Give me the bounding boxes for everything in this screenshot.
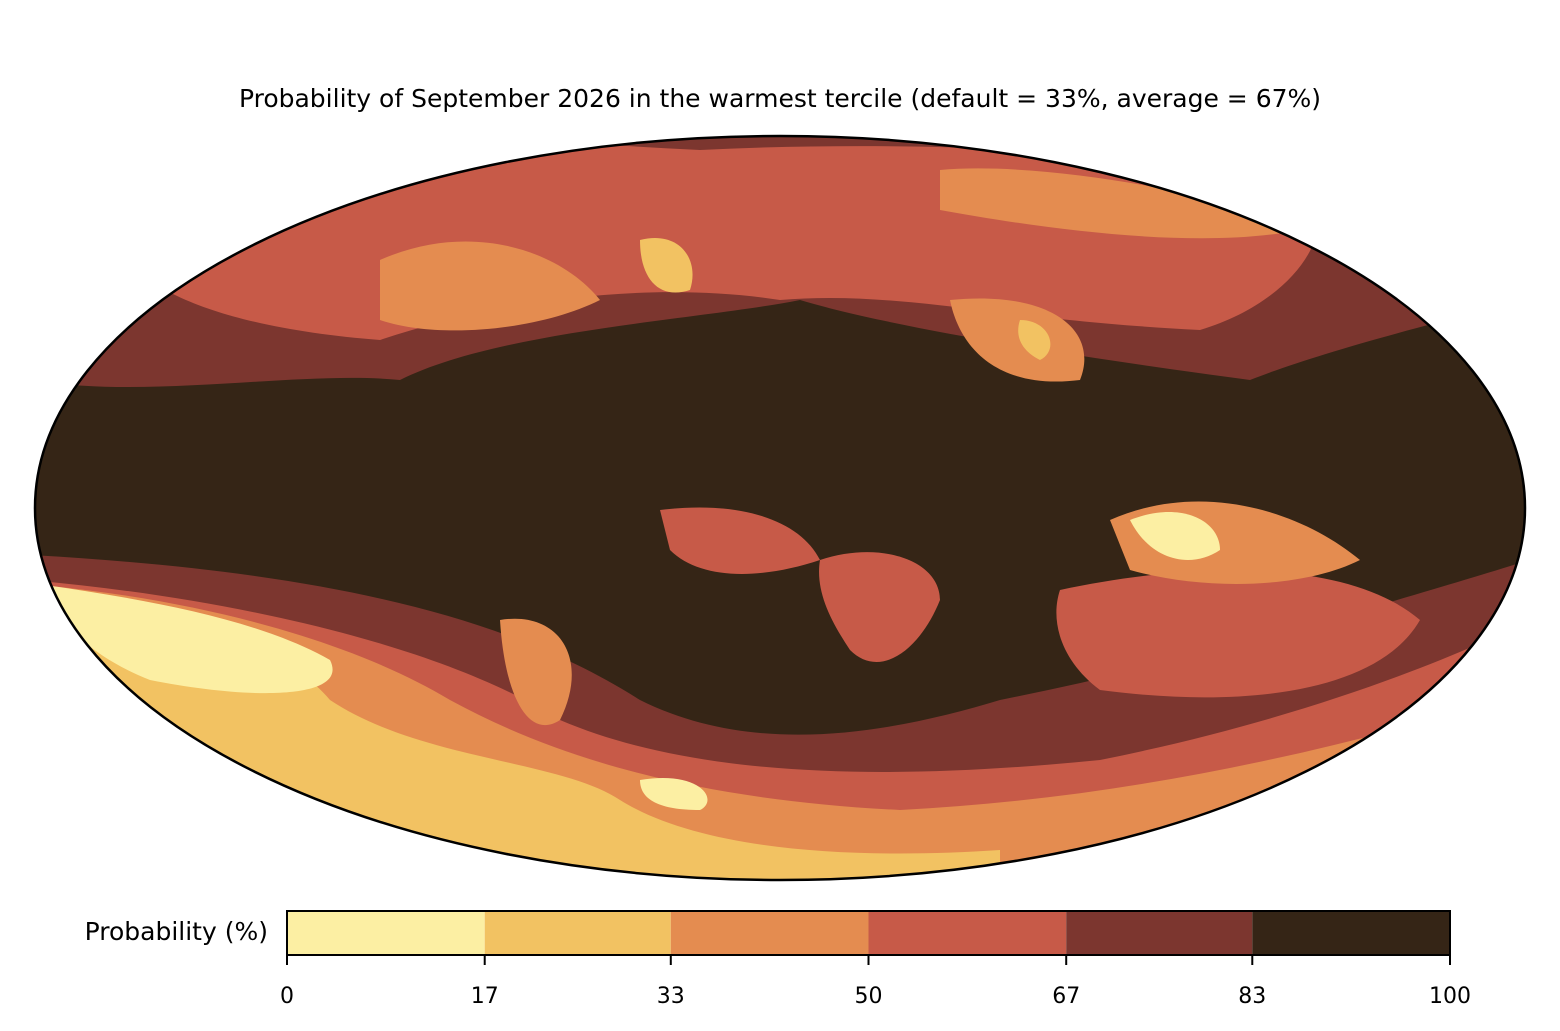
map-region [1130,511,1220,560]
tick-label: 17 [471,984,499,1009]
tick-label: 50 [855,984,883,1009]
tick-label: 67 [1052,984,1080,1009]
colorbar: 0 17 33 50 67 83 100 [280,910,1471,1009]
tick-label: 83 [1238,984,1266,1009]
colorbar-segment [1252,911,1450,955]
map-region [380,168,1300,382]
colorbar-segment [868,911,1067,955]
map-region [660,507,1420,698]
colorbar-segment [287,911,485,955]
tick-label: 33 [657,984,685,1009]
map-region [640,238,1051,360]
tick-label: 0 [280,984,294,1009]
tick-label: 100 [1429,984,1471,1009]
colorbar-segment [670,911,869,955]
colorbar-segment [1066,911,1253,955]
map-region [45,585,708,810]
colorbar-segment [484,911,671,955]
chart-title: Probability of September 2026 in the war… [239,84,1321,113]
colorbar-label: Probability (%) [85,917,268,946]
map-region [500,501,1360,726]
map-border [33,134,1527,882]
